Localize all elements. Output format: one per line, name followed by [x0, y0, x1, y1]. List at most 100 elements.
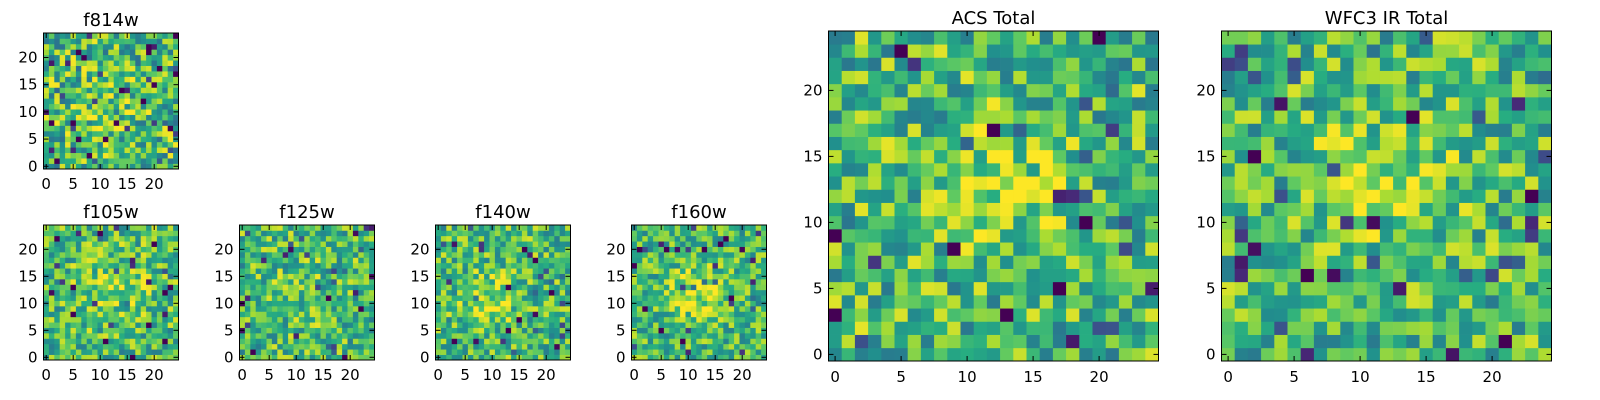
heatmap-cell: [271, 279, 278, 285]
heatmap-cell: [54, 252, 61, 258]
heatmap-cell: [43, 65, 50, 72]
heatmap-cell: [467, 225, 474, 231]
heatmap-cell: [146, 289, 152, 296]
heatmap-cell: [907, 334, 922, 349]
heatmap-cell: [162, 284, 169, 291]
heatmap-cell: [369, 225, 375, 231]
heatmap-cell: [907, 255, 922, 269]
heatmap-cell: [352, 230, 359, 237]
heatmap-cell: [986, 97, 1001, 111]
heatmap-cell: [342, 284, 348, 291]
heatmap-cell: [244, 354, 251, 361]
heatmap-cell: [457, 354, 463, 361]
heatmap-cell: [435, 262, 442, 269]
heatmap-cell: [1340, 229, 1354, 243]
heatmap-cell: [548, 333, 555, 339]
heatmap-cell: [173, 257, 179, 264]
heatmap-cell: [1445, 242, 1460, 256]
heatmap-cell: [119, 38, 125, 45]
heatmap-cell: [48, 163, 55, 170]
heatmap-cell: [960, 31, 975, 45]
heatmap-cell: [894, 347, 909, 362]
heatmap-cell: [92, 43, 98, 50]
heatmap-cell: [516, 284, 523, 291]
heatmap-cell: [119, 257, 125, 264]
x-tick-label: 0: [433, 366, 443, 384]
heatmap-cell: [48, 268, 55, 274]
heatmap-cell: [653, 322, 659, 328]
heatmap-cell: [1261, 308, 1275, 322]
heatmap-cell: [1105, 149, 1120, 164]
heatmap-cell: [1287, 215, 1302, 230]
heatmap-cell: [868, 149, 882, 164]
heatmap-cell: [744, 295, 751, 301]
heatmap-cell: [43, 333, 50, 339]
heatmap-cell: [565, 343, 571, 350]
heatmap-cell: [92, 81, 98, 88]
heatmap-cell: [894, 189, 909, 203]
heatmap-cell: [1538, 136, 1552, 151]
heatmap-cell: [1366, 83, 1381, 98]
heatmap-cell: [277, 333, 284, 339]
heatmap-cell: [1538, 229, 1552, 243]
heatmap-cell: [119, 125, 125, 132]
heatmap-cell: [271, 235, 278, 242]
heatmap-cell: [261, 284, 267, 291]
heatmap-cell: [352, 257, 359, 264]
heatmap-cell: [43, 141, 50, 148]
heatmap-cell: [516, 246, 523, 253]
heatmap-cell: [1498, 255, 1513, 269]
heatmap-cell: [658, 241, 665, 247]
heatmap-cell: [473, 262, 480, 269]
heatmap-cell: [1274, 136, 1288, 151]
heatmap-cell: [75, 152, 82, 159]
heatmap-cell: [653, 300, 659, 307]
heatmap-cell: [674, 316, 681, 323]
heatmap-cell: [1472, 295, 1486, 309]
heatmap-cell: [1287, 123, 1302, 137]
heatmap-cell: [712, 273, 719, 280]
heatmap-cell: [70, 338, 77, 345]
heatmap-cell: [1066, 229, 1080, 243]
heatmap-cell: [81, 65, 88, 72]
heatmap-cell: [707, 225, 713, 231]
heatmap-cell: [973, 44, 988, 58]
heatmap-cell: [636, 300, 643, 307]
heatmap-cell: [336, 306, 343, 312]
y-tick-label: 15: [18, 267, 37, 285]
heatmap-cell: [1234, 334, 1249, 349]
heatmap-cell: [282, 295, 289, 301]
heatmap-cell: [680, 279, 686, 285]
heatmap-cell: [1261, 163, 1275, 177]
heatmap-cell: [543, 295, 550, 301]
heatmap-cell: [86, 252, 93, 258]
heatmap-cell: [717, 311, 724, 318]
heatmap-cell: [1145, 334, 1159, 349]
heatmap-cell: [124, 147, 131, 154]
heatmap-cell: [446, 262, 453, 269]
heatmap-cell: [701, 235, 708, 242]
heatmap-cell: [162, 65, 169, 72]
heatmap-cell: [1525, 189, 1539, 203]
x-tick-label: 10: [287, 366, 306, 384]
heatmap-cell: [347, 316, 354, 323]
heatmap-cell: [293, 273, 300, 280]
heatmap-cell: [494, 268, 501, 274]
heatmap-cell: [1247, 189, 1262, 203]
heatmap-cell: [744, 284, 751, 291]
heatmap-cell: [369, 252, 375, 258]
heatmap-cell: [140, 109, 147, 115]
heatmap-cell: [363, 225, 370, 231]
heatmap-cell: [129, 158, 136, 164]
heatmap-cell: [102, 230, 109, 237]
heatmap-cell: [1039, 255, 1054, 269]
heatmap-cell: [97, 268, 104, 274]
heatmap-cell: [642, 268, 649, 274]
heatmap-cell: [1000, 70, 1014, 85]
heatmap-cell: [1000, 281, 1014, 296]
heatmap-cell: [631, 349, 638, 355]
heatmap-cell: [156, 109, 163, 115]
heatmap-cell: [841, 295, 856, 309]
heatmap-cell: [167, 268, 174, 274]
heatmap-cell: [484, 289, 490, 296]
